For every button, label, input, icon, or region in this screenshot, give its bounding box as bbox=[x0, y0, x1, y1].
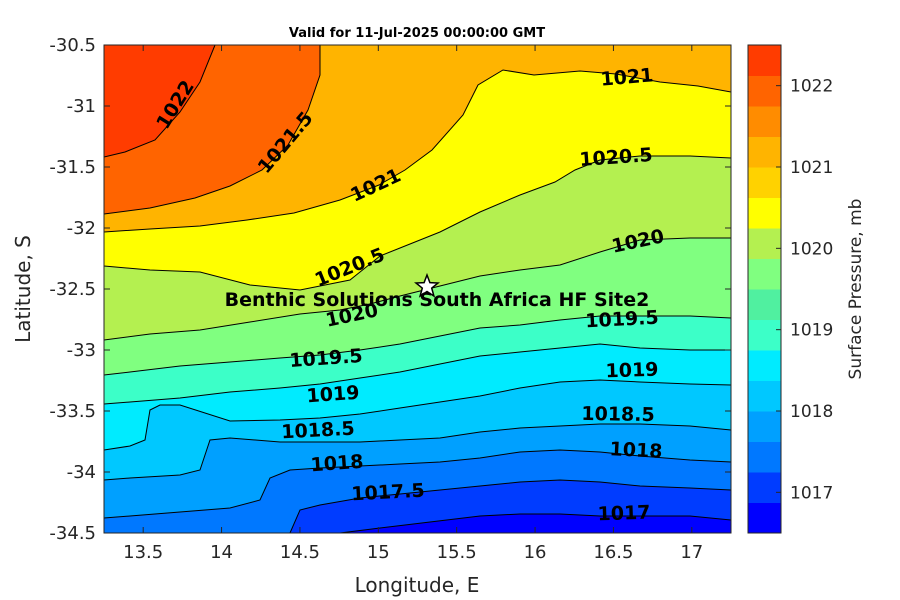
colorbar-swatch bbox=[748, 502, 781, 534]
band-green bbox=[104, 238, 731, 375]
contour-label: 1017.5 bbox=[351, 480, 425, 506]
contour-line-1021 bbox=[104, 69, 731, 233]
y-tick-label: -31.5 bbox=[49, 157, 96, 178]
colorbar-swatch bbox=[748, 45, 781, 76]
colorbar-swatch bbox=[748, 228, 781, 259]
band-medium-blue bbox=[104, 450, 731, 533]
x-axis: 13.5 14 14.5 15 15.5 16 16.5 17 bbox=[123, 45, 703, 563]
contour-line-1018.5 bbox=[104, 379, 731, 451]
colorbar-tick-label: 1017 bbox=[790, 483, 833, 503]
contour-label: 1018 bbox=[609, 438, 663, 463]
colorbar-tick-label: 1021 bbox=[790, 158, 833, 178]
contour-line-1019 bbox=[104, 343, 731, 405]
band-light-blue bbox=[104, 380, 731, 480]
contour-line-1017 bbox=[289, 479, 731, 533]
contour-label: 1017 bbox=[597, 502, 651, 526]
contour-label: 1021 bbox=[600, 64, 655, 91]
x-axis-label: Longitude, E bbox=[355, 573, 480, 597]
contour-line-1022 bbox=[104, 45, 216, 158]
colorbar bbox=[748, 45, 781, 534]
site-label: Benthic Solutions South Africa HF Site2 bbox=[225, 289, 650, 311]
plot-area: 1022 1021.5 1021 1021 1020.5 1020.5 1020… bbox=[104, 45, 731, 533]
contour-line-1017.5 bbox=[104, 449, 731, 519]
colorbar-label: Surface Pressure, mb bbox=[846, 199, 866, 380]
colorbar-frame bbox=[747, 44, 782, 534]
contour-line-1021.5 bbox=[104, 45, 321, 215]
band-dark-orange bbox=[104, 45, 215, 157]
colorbar-swatch bbox=[748, 75, 781, 107]
contour-label: 1018.5 bbox=[281, 418, 355, 444]
colorbar-swatch bbox=[748, 167, 781, 198]
contour-label: 1019 bbox=[605, 359, 659, 383]
contour-label: 1019 bbox=[306, 382, 360, 408]
contour-label: 1018.5 bbox=[581, 403, 655, 426]
band-sky-blue bbox=[104, 424, 731, 518]
x-tick-label: 16.5 bbox=[593, 542, 633, 563]
x-tick-label: 15 bbox=[367, 542, 390, 563]
x-tick-label: 17 bbox=[680, 542, 703, 563]
contour-label: 1019.5 bbox=[585, 307, 659, 333]
x-tick-label: 13.5 bbox=[123, 542, 163, 563]
y-tick-label: -30.5 bbox=[49, 35, 96, 56]
x-tick-label: 14.5 bbox=[280, 542, 320, 563]
colorbar-tick-label: 1022 bbox=[790, 77, 833, 97]
colorbar-swatch bbox=[748, 472, 781, 503]
colorbar-swatch bbox=[748, 136, 781, 168]
y-tick-label: -32.5 bbox=[49, 279, 96, 300]
x-tick-label: 15.5 bbox=[437, 542, 477, 563]
site-star-marker[interactable] bbox=[414, 272, 440, 298]
contour-line-1020.5 bbox=[104, 155, 731, 291]
y-tick-label: -32 bbox=[67, 218, 96, 239]
y-axis-label: Latitude, S bbox=[11, 235, 35, 343]
y-axis: -30.5 -31 -31.5 -32 -32.5 -33 -33.5 -34 -34.5 bbox=[49, 35, 731, 544]
colorbar-tick-label: 1019 bbox=[790, 321, 833, 341]
band-yellow bbox=[104, 70, 731, 290]
y-tick-label: -33.5 bbox=[49, 401, 96, 422]
colorbar-tick-label: 1018 bbox=[790, 402, 833, 422]
band-light-green bbox=[104, 156, 731, 340]
colorbar-swatch bbox=[748, 411, 781, 442]
colorbar-swatch bbox=[748, 289, 781, 320]
contour-line-1020 bbox=[104, 237, 731, 341]
contour-line-1019.5 bbox=[104, 315, 731, 376]
contour-label: 1018 bbox=[310, 451, 364, 477]
contour-label: 1020.5 bbox=[579, 144, 654, 171]
band-aqua-green bbox=[104, 316, 731, 404]
y-tick-label: -31 bbox=[67, 96, 96, 117]
chart-title: Valid for 11-Jul-2025 00:00:00 GMT bbox=[289, 26, 545, 41]
colorbar-swatch bbox=[748, 258, 781, 290]
y-tick-label: -34 bbox=[67, 462, 96, 483]
y-tick-label: -33 bbox=[67, 340, 96, 361]
x-tick-label: 14 bbox=[210, 542, 233, 563]
y-tick-label: -34.5 bbox=[49, 523, 96, 544]
colorbar-swatch bbox=[748, 441, 781, 473]
contour-line-1016.75 bbox=[339, 513, 731, 533]
colorbar-swatch bbox=[748, 197, 781, 229]
colorbar-tick-label: 1020 bbox=[790, 239, 833, 259]
contour-label: 1019.5 bbox=[289, 345, 364, 372]
x-tick-label: 16 bbox=[524, 542, 547, 563]
contour-line-1018 bbox=[104, 423, 731, 481]
colorbar-axis: 1017 1018 1019 1020 1021 1022 bbox=[776, 77, 833, 503]
band-cyan bbox=[104, 344, 731, 450]
colorbar-swatch bbox=[748, 350, 781, 381]
colorbar-swatch bbox=[748, 319, 781, 351]
band-deep-blue bbox=[340, 514, 731, 533]
colorbar-swatch bbox=[748, 106, 781, 137]
colorbar-swatch bbox=[748, 380, 781, 412]
